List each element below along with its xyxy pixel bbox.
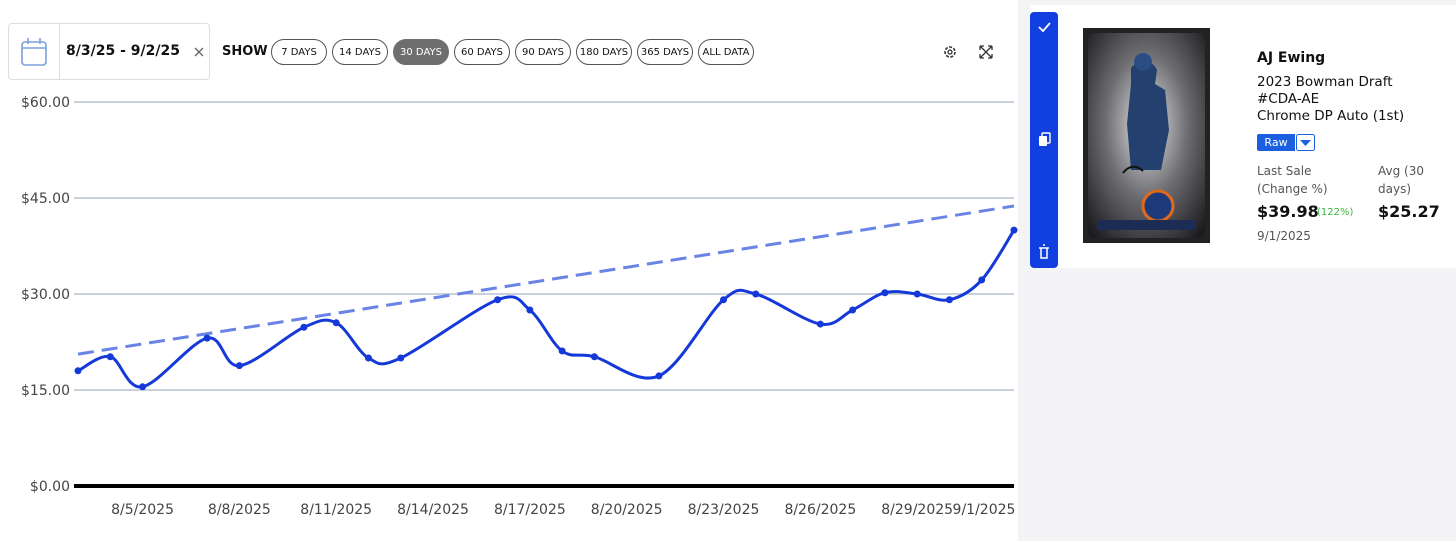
y-tick-label: $15.00 [21, 383, 70, 399]
sale-point [203, 334, 211, 342]
show-label: SHOW [222, 44, 268, 59]
card-number: #CDA-AE [1257, 91, 1320, 107]
sale-point [558, 347, 566, 355]
sale-point [106, 353, 114, 361]
sale-point [235, 362, 243, 370]
x-tick-label: 8/17/2025 [494, 502, 566, 518]
sale-point [332, 319, 340, 327]
chart-tools [944, 45, 993, 59]
card-set: 2023 Bowman Draft [1257, 74, 1393, 90]
sale-point [655, 372, 663, 380]
x-tick-label: 8/8/2025 [208, 502, 271, 518]
avg-label: Avg (30 [1378, 164, 1424, 178]
sale-point [978, 276, 986, 284]
sale-point [494, 296, 502, 304]
last-sale: $39.98 [1257, 202, 1319, 221]
card-variant: Chrome DP Auto (1st) [1257, 108, 1405, 124]
change-percent: (122%) [1317, 207, 1354, 218]
trend-line [77, 204, 1015, 356]
price-chart: $0.00 $15.00 $30.00 $45.00 $60.00 8/5/2025 8/8… [21, 95, 1018, 518]
sale-point [752, 290, 760, 298]
sale-point [945, 296, 953, 304]
date-range: 8/3/25 - 9/2/25 [66, 43, 180, 59]
calendar-icon [21, 38, 47, 66]
sale-point [397, 354, 405, 362]
sale-point [1010, 226, 1018, 234]
x-tick-label: 9/1/2025 [953, 502, 1016, 518]
sale-point [300, 323, 308, 331]
item-actions [1030, 12, 1058, 268]
last-sale-label: (Change %) [1257, 182, 1328, 196]
x-tick-label: 8/29/2025 [881, 502, 953, 518]
clear-icon[interactable] [193, 46, 205, 58]
y-tick-label: $60.00 [21, 95, 70, 111]
sale-point [590, 353, 598, 361]
x-tick-label: 8/26/2025 [784, 502, 856, 518]
range-buttons: 7 DAYS 14 DAYS 30 DAYS 60 DAYS 90 DAYS 180 DA… [271, 39, 754, 65]
sale-point [816, 320, 824, 328]
sale-point [526, 306, 534, 314]
range-button[interactable]: 365 DAYS [637, 39, 693, 65]
price-line [77, 229, 1016, 389]
grade-dropdown[interactable] [1296, 134, 1315, 151]
y-tick-label: $30.00 [21, 287, 70, 303]
range-button[interactable]: 30 DAYS [393, 39, 449, 65]
expand-icon[interactable] [979, 45, 993, 59]
sale-point [913, 290, 921, 298]
sale-point [139, 383, 147, 391]
y-tick-label: $45.00 [21, 191, 70, 207]
sale-point [849, 306, 857, 314]
range-button[interactable]: 60 DAYS [454, 39, 510, 65]
sale-point [364, 354, 372, 362]
range-button[interactable]: 180 DAYS [576, 39, 632, 65]
sale-point [74, 367, 82, 375]
x-tick-label: 8/5/2025 [111, 502, 174, 518]
delete-icon[interactable] [1039, 244, 1049, 259]
sale-date: 9/1/2025 [1257, 229, 1311, 243]
range-button[interactable]: 90 DAYS [515, 39, 571, 65]
range-button[interactable]: 14 DAYS [332, 39, 388, 65]
settings-icon[interactable] [944, 46, 956, 58]
card-name: AJ Ewing [1257, 50, 1326, 66]
grade-button[interactable]: Raw [1257, 134, 1295, 151]
range-button[interactable]: ALL DATA [698, 39, 754, 65]
sale-point [881, 289, 889, 297]
avg-label: days) [1378, 182, 1412, 196]
action-icons [1038, 22, 1051, 259]
copy-icon[interactable] [1039, 136, 1047, 146]
last-sale-label: Last Sale [1257, 164, 1312, 178]
avg-price: $25.27 [1378, 202, 1440, 221]
y-tick-label: $0.00 [30, 479, 70, 495]
select-icon[interactable] [1038, 22, 1051, 33]
sale-point [720, 296, 728, 304]
x-tick-label: 8/23/2025 [688, 502, 760, 518]
x-tick-label: 8/14/2025 [397, 502, 469, 518]
date-range-picker[interactable]: 8/3/25 - 9/2/25 [8, 23, 210, 80]
x-tick-label: 8/11/2025 [300, 502, 372, 518]
card-image [1083, 28, 1210, 243]
range-button[interactable]: 7 DAYS [271, 39, 327, 65]
x-tick-label: 8/20/2025 [591, 502, 663, 518]
